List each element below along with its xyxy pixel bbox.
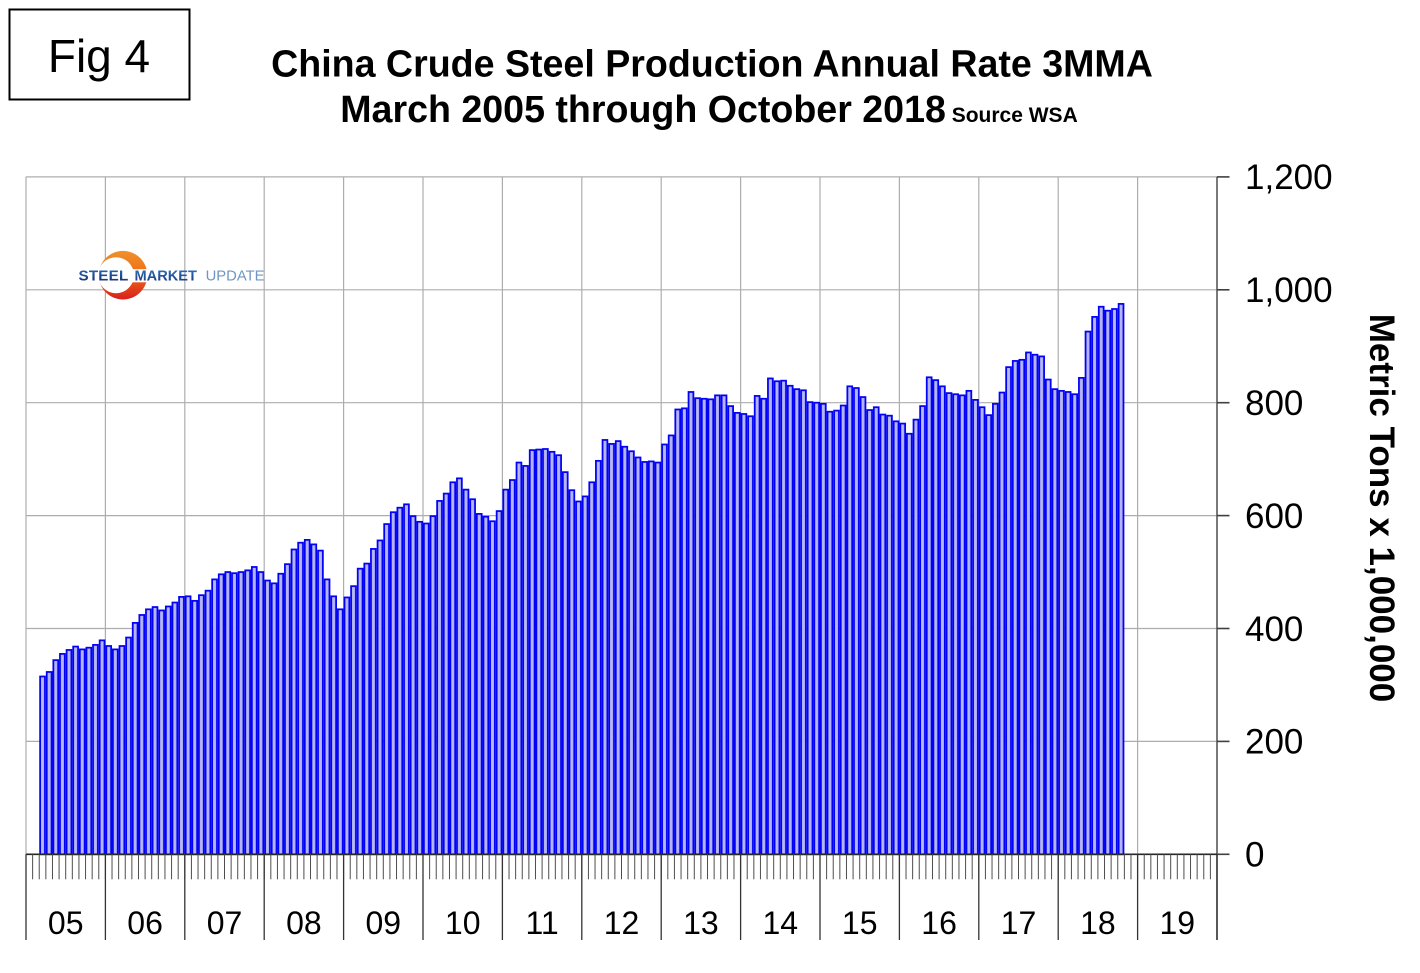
- svg-text:Fig 4: Fig 4: [48, 30, 150, 82]
- svg-text:800: 800: [1245, 384, 1303, 423]
- svg-text:March 2005 through October 201: March 2005 through October 2018 Source W…: [340, 88, 1077, 130]
- svg-text:13: 13: [683, 905, 719, 941]
- svg-text:Metric Tons x 1,000,000: Metric Tons x 1,000,000: [1362, 314, 1401, 702]
- svg-text:18: 18: [1080, 905, 1116, 941]
- svg-text:1,200: 1,200: [1245, 158, 1333, 197]
- svg-text:15: 15: [842, 905, 878, 941]
- svg-text:05: 05: [48, 905, 84, 941]
- svg-text:400: 400: [1245, 610, 1303, 649]
- svg-text:MARKET: MARKET: [135, 269, 198, 285]
- svg-text:06: 06: [127, 905, 163, 941]
- svg-text:China Crude Steel Production A: China Crude Steel Production Annual Rate…: [271, 43, 1153, 85]
- svg-text:16: 16: [921, 905, 957, 941]
- svg-text:08: 08: [286, 905, 322, 941]
- svg-text:09: 09: [366, 905, 402, 941]
- svg-text:UPDATE: UPDATE: [206, 269, 265, 285]
- svg-text:0: 0: [1245, 836, 1264, 875]
- svg-text:1,000: 1,000: [1245, 271, 1333, 310]
- svg-text:STEEL: STEEL: [79, 268, 129, 285]
- svg-text:19: 19: [1160, 905, 1196, 941]
- svg-text:07: 07: [207, 905, 243, 941]
- svg-text:12: 12: [604, 905, 640, 941]
- svg-text:10: 10: [445, 905, 481, 941]
- svg-text:600: 600: [1245, 497, 1303, 536]
- svg-text:14: 14: [763, 905, 799, 941]
- svg-text:17: 17: [1001, 905, 1037, 941]
- svg-text:11: 11: [525, 905, 558, 941]
- svg-text:200: 200: [1245, 723, 1303, 762]
